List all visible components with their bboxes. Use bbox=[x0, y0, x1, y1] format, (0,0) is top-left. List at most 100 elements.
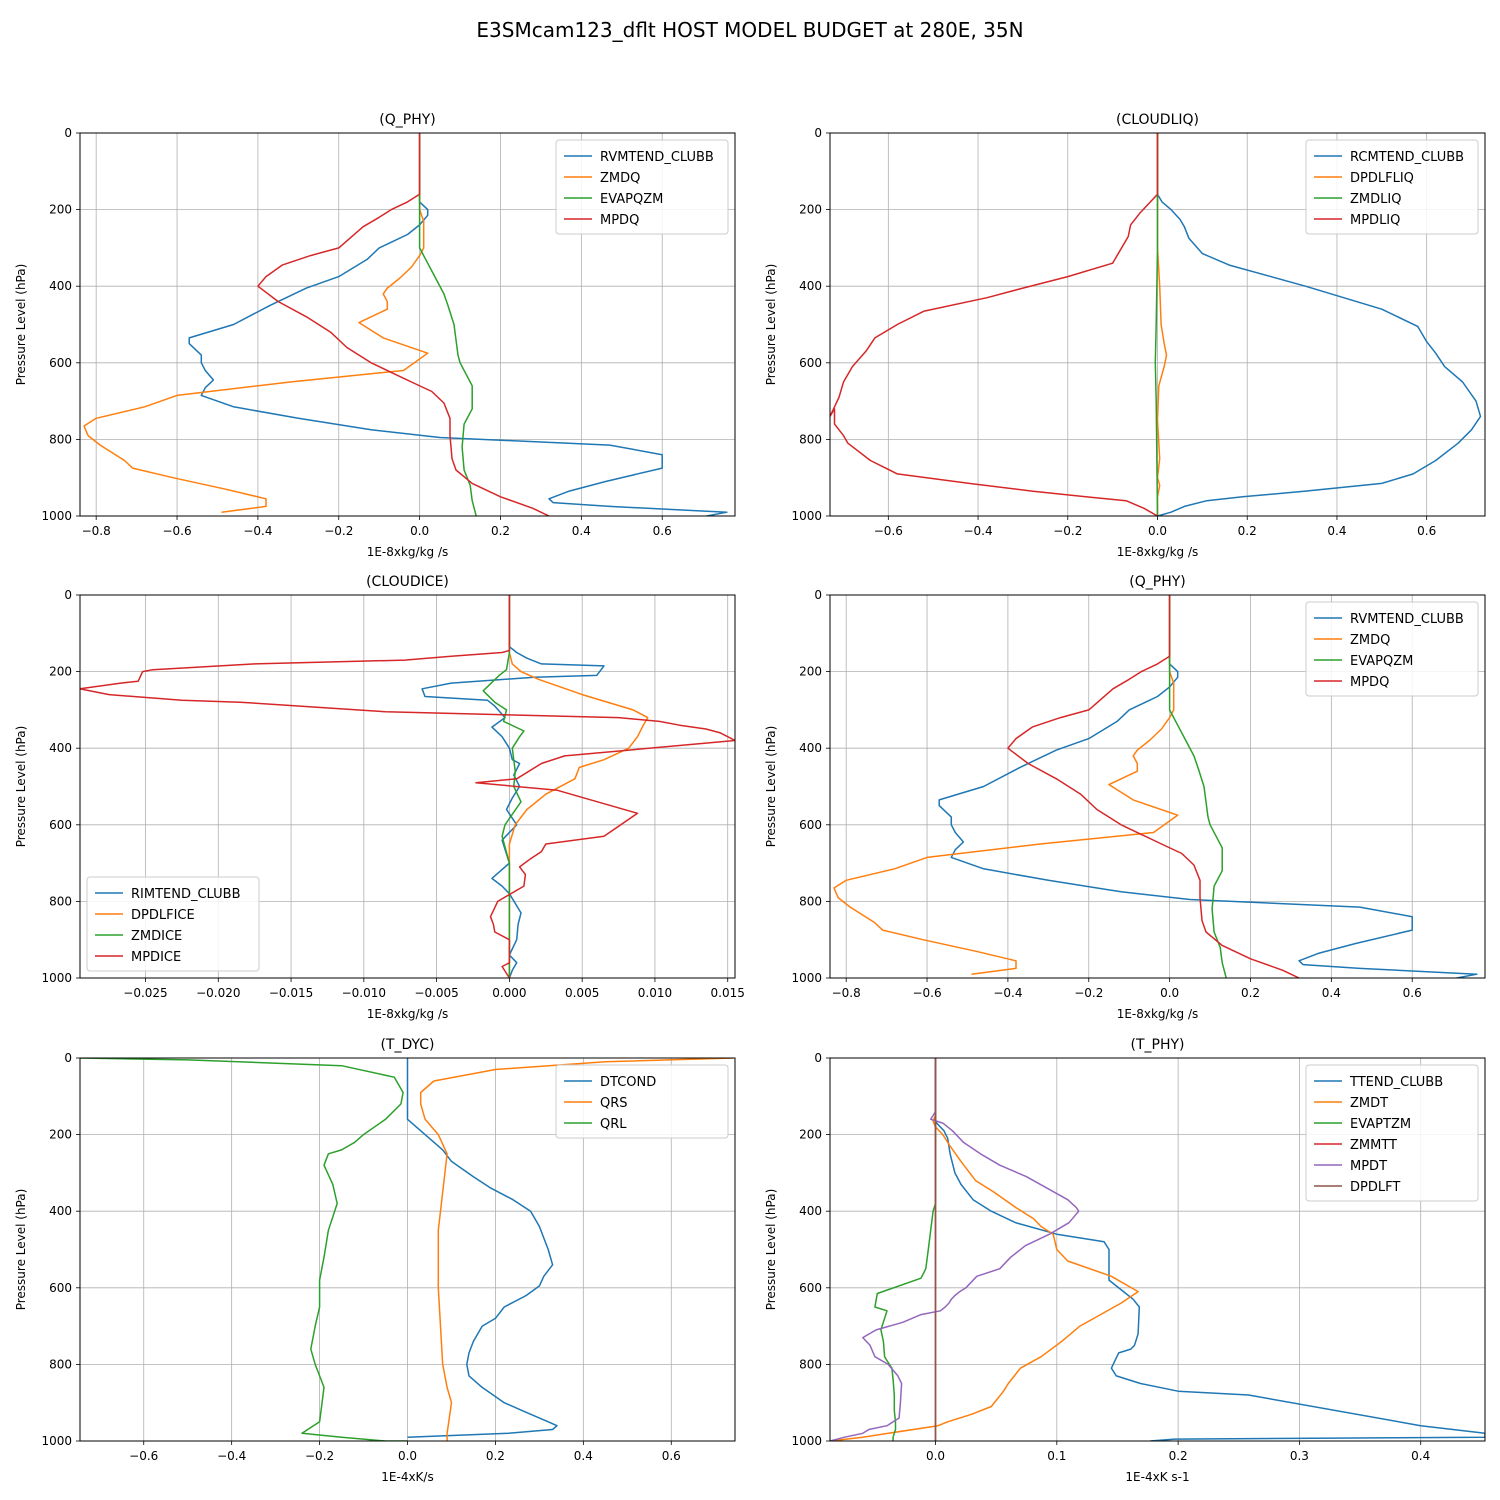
legend-label-mpdt: MPDT bbox=[1350, 1159, 1387, 1174]
y-tick-label: 800 bbox=[49, 1357, 72, 1371]
series-line-mpdq bbox=[257, 133, 550, 516]
panels: −0.8 −0.6 −0.4 −0.2 0.0 0.2 0.4 0.6 0 200 400 600 80… bbox=[14, 112, 1486, 1484]
panel-title: (T_PHY) bbox=[1131, 1037, 1185, 1053]
x-tick-label: −0.2 bbox=[1053, 524, 1082, 538]
x-tick-label: 0.015 bbox=[711, 986, 745, 1000]
series-line-dpdlfice bbox=[508, 595, 649, 978]
x-tick-label: 0.0 bbox=[410, 524, 429, 538]
y-tick-label: 1000 bbox=[791, 971, 822, 985]
legend: TTEND_CLUBB ZMDT EVAPTZM ZMMTT MPDT DPDLFT bbox=[1305, 1064, 1479, 1202]
x-tick-label: 0.000 bbox=[492, 986, 526, 1000]
y-tick-label: 600 bbox=[799, 818, 822, 832]
series-line-ttend-clubb bbox=[934, 1058, 1485, 1441]
panel-title: (T_DYC) bbox=[380, 1037, 434, 1053]
y-tick-label: 600 bbox=[799, 1281, 822, 1295]
x-tick-label: 0.6 bbox=[1403, 986, 1422, 1000]
x-tick-label: 0.6 bbox=[1417, 524, 1436, 538]
panel-title: (Q_PHY) bbox=[1129, 574, 1185, 590]
legend-label-evaptzm: EVAPTZM bbox=[1350, 1117, 1411, 1132]
y-tick-label: 1000 bbox=[791, 509, 822, 523]
legend-label-dpdlfliq: DPDLFLIQ bbox=[1350, 171, 1414, 186]
legend: RIMTEND_CLUBB DPDLFICE ZMDICE MPDICE bbox=[86, 876, 260, 972]
legend-label-zmdice: ZMDICE bbox=[131, 929, 182, 944]
y-tick-label: 1000 bbox=[41, 971, 72, 985]
series-line-evapqzm bbox=[1168, 595, 1227, 978]
series-line-qrs bbox=[419, 1058, 733, 1441]
series-group bbox=[80, 595, 735, 978]
y-tick-label: 600 bbox=[49, 1281, 72, 1295]
y-axis-label: Pressure Level (hPa) bbox=[14, 1189, 28, 1311]
x-tick-label: −0.005 bbox=[414, 986, 458, 1000]
axes-frame bbox=[79, 594, 736, 979]
series-line-zmdt bbox=[830, 1058, 1139, 1441]
series-line-rvmtend-clubb bbox=[938, 595, 1478, 978]
legend-box bbox=[86, 876, 260, 972]
x-tick-label: −0.6 bbox=[912, 986, 941, 1000]
x-tick-label: −0.8 bbox=[82, 524, 111, 538]
y-tick-label: 800 bbox=[799, 1357, 822, 1371]
series-group bbox=[833, 595, 1478, 978]
chart-panel-1: −0.8 −0.6 −0.4 −0.2 0.0 0.2 0.4 0.6 0 200 400 600 80… bbox=[14, 112, 736, 559]
y-tick-label: 400 bbox=[49, 1204, 72, 1218]
x-tick-label: 0.6 bbox=[653, 524, 672, 538]
series-line-mpdt bbox=[830, 1058, 1080, 1441]
legend-label-dpdlfice: DPDLFICE bbox=[131, 908, 195, 923]
x-tick-label: −0.2 bbox=[324, 524, 353, 538]
series-line-zmdliq bbox=[1154, 133, 1159, 516]
series-group bbox=[830, 1058, 1485, 1441]
legend: RCMTEND_CLUBB DPDLFLIQ ZMDLIQ MPDLIQ bbox=[1305, 139, 1479, 235]
legend-label-rcmtend-clubb: RCMTEND_CLUBB bbox=[1350, 150, 1464, 165]
y-tick-label: 400 bbox=[799, 1204, 822, 1218]
x-tick-label: 0.4 bbox=[1411, 1449, 1430, 1463]
panel-title: (Q_PHY) bbox=[379, 112, 435, 128]
y-tick-label: 200 bbox=[799, 203, 822, 217]
y-tick-label: 800 bbox=[799, 432, 822, 446]
y-tick-label: 1000 bbox=[41, 1434, 72, 1448]
x-axis-label: 1E-4xK s-1 bbox=[1125, 1470, 1189, 1484]
legend-label-qrs: QRS bbox=[600, 1096, 628, 1111]
y-tick-label: 0 bbox=[64, 588, 72, 602]
x-tick-label: 0.2 bbox=[1169, 1449, 1188, 1463]
y-tick-label: 400 bbox=[799, 741, 822, 755]
legend-box bbox=[555, 1064, 729, 1139]
y-tick-label: 0 bbox=[814, 126, 822, 140]
series-line-rvmtend-clubb bbox=[188, 133, 728, 516]
x-tick-label: 0.2 bbox=[1238, 524, 1257, 538]
legend-label-zmdq: ZMDQ bbox=[600, 171, 640, 186]
legend: RVMTEND_CLUBB ZMDQ EVAPQZM MPDQ bbox=[1305, 601, 1479, 697]
legend-box bbox=[555, 139, 729, 235]
legend-label-mpdq: MPDQ bbox=[1350, 675, 1389, 690]
series-group bbox=[830, 133, 1482, 516]
x-tick-label: −0.2 bbox=[305, 1449, 334, 1463]
y-tick-label: 800 bbox=[49, 894, 72, 908]
axes-frame bbox=[79, 132, 736, 517]
legend-label-zmdt: ZMDT bbox=[1350, 1096, 1388, 1111]
x-axis-label: 1E-8xkg/kg /s bbox=[1117, 1007, 1199, 1021]
series-line-zmdq bbox=[833, 595, 1179, 975]
series-line-dpdlfliq bbox=[1156, 133, 1168, 516]
legend-label-ttend-clubb: TTEND_CLUBB bbox=[1349, 1075, 1443, 1090]
legend-box bbox=[1305, 139, 1479, 235]
x-tick-label: −0.6 bbox=[874, 524, 903, 538]
legend-label-qrl: QRL bbox=[600, 1117, 627, 1132]
y-tick-label: 0 bbox=[64, 1051, 72, 1065]
x-tick-label: 0.4 bbox=[1322, 986, 1341, 1000]
x-tick-label: 0.010 bbox=[638, 986, 672, 1000]
series-line-zmdice bbox=[482, 595, 525, 978]
x-tick-label: −0.015 bbox=[269, 986, 313, 1000]
x-axis-label: 1E-4xK/s bbox=[381, 1470, 433, 1484]
x-tick-label: −0.2 bbox=[1074, 986, 1103, 1000]
series-group bbox=[80, 1058, 733, 1441]
panel-title: (CLOUDICE) bbox=[366, 574, 449, 590]
legend-box bbox=[1305, 601, 1479, 697]
chart-panel-4: −0.8 −0.6 −0.4 −0.2 0.0 0.2 0.4 0.6 0 200 400 600 80… bbox=[764, 574, 1486, 1021]
x-tick-label: 0.4 bbox=[572, 524, 591, 538]
y-tick-label: 0 bbox=[814, 1051, 822, 1065]
y-tick-label: 600 bbox=[799, 356, 822, 370]
x-tick-label: −0.010 bbox=[342, 986, 386, 1000]
x-tick-label: 0.1 bbox=[1047, 1449, 1066, 1463]
x-axis-label: 1E-8xkg/kg /s bbox=[367, 545, 449, 559]
y-axis-label: Pressure Level (hPa) bbox=[14, 726, 28, 848]
legend-label-rimtend-clubb: RIMTEND_CLUBB bbox=[131, 887, 241, 902]
